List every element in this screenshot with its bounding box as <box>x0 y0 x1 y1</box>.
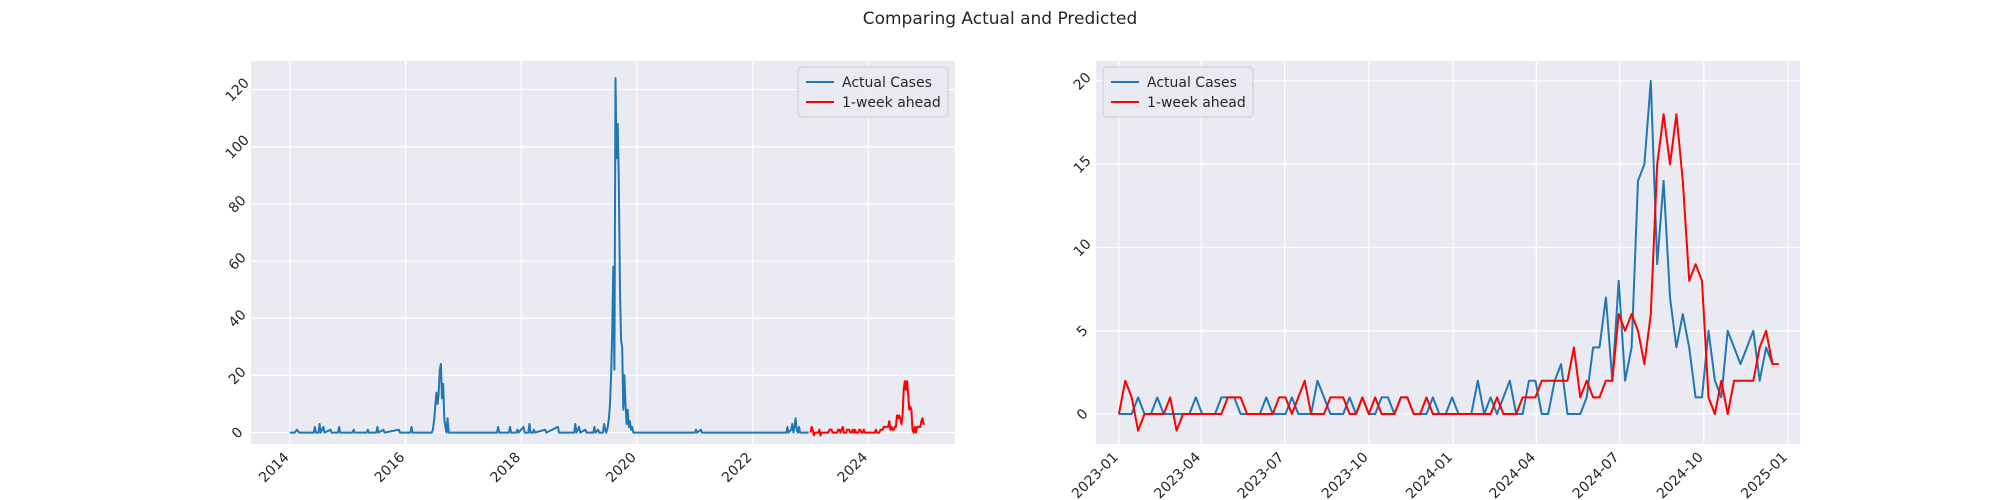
legend-label: Actual Cases <box>842 75 932 91</box>
plot-area <box>251 61 955 444</box>
series-line-one-week-ahead <box>809 380 925 437</box>
legend-label: Actual Cases <box>1147 75 1237 91</box>
chart-panel-2: 2023-01 2023-04 2023-07 2023-10 2024-01 2024-… <box>1069 61 1800 500</box>
legend: Actual Cases 1-week ahead <box>1102 66 1254 118</box>
plot-area <box>1096 61 1800 444</box>
series-line-one-week-ahead <box>1117 113 1779 432</box>
series-line-actual-cases <box>289 77 809 434</box>
figure-title: Comparing Actual and Predicted <box>863 9 1138 29</box>
legend-label: 1-week ahead <box>842 95 941 111</box>
legend: Actual Cases 1-week ahead <box>797 66 949 118</box>
legend-box <box>1102 66 1254 118</box>
legend-box <box>797 66 949 118</box>
legend-label: 1-week ahead <box>1147 95 1246 111</box>
